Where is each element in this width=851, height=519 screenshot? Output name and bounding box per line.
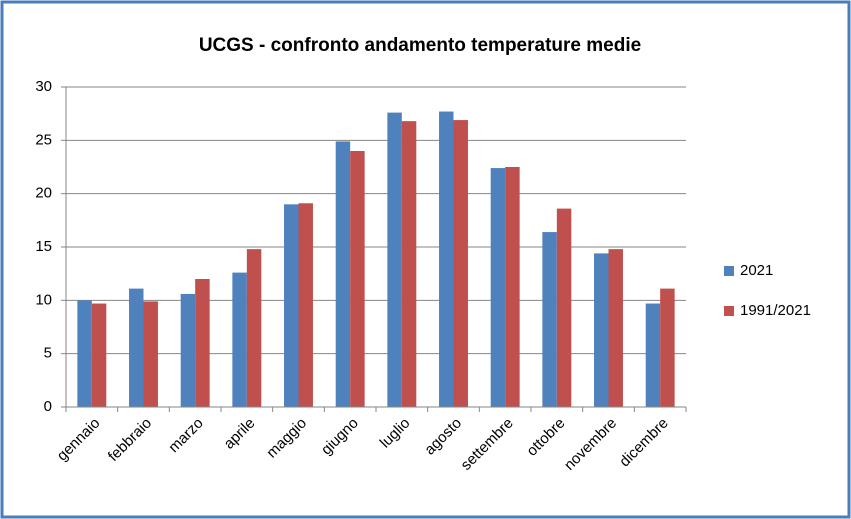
bar: [608, 249, 623, 407]
bar: [129, 288, 144, 407]
bar: [77, 300, 92, 407]
bar: [335, 141, 351, 407]
bar: [350, 151, 365, 407]
bar: [195, 279, 210, 407]
bar: [91, 303, 107, 407]
bar: [542, 232, 557, 407]
legend-label: 1991/2021: [740, 302, 811, 319]
bar: [556, 208, 572, 407]
y-tick-label: 5: [44, 345, 52, 362]
bar: [143, 301, 158, 407]
y-tick-label: 25: [35, 131, 52, 148]
bar: [594, 253, 609, 407]
bar: [660, 288, 675, 407]
y-tick-label: 10: [35, 291, 52, 308]
legend-swatch: [724, 266, 734, 276]
bar: [439, 111, 454, 408]
chart-title: UCGS - confronto andamento temperature m…: [199, 35, 641, 56]
legend-swatch: [724, 306, 734, 316]
y-tick-label: 20: [35, 185, 52, 202]
bar: [505, 167, 520, 407]
bar: [401, 121, 417, 407]
bar: [645, 303, 661, 407]
bar: [180, 293, 196, 407]
y-tick-label: 0: [44, 398, 52, 415]
bar: [246, 249, 262, 407]
bar: [284, 204, 299, 407]
bar: [232, 272, 247, 407]
legend-label: 2021: [740, 262, 773, 279]
y-tick-label: 30: [35, 78, 52, 95]
bar: [387, 112, 402, 407]
bar: [298, 203, 313, 407]
bar: [490, 168, 506, 407]
y-tick-label: 15: [35, 238, 52, 255]
bar: [453, 120, 468, 408]
